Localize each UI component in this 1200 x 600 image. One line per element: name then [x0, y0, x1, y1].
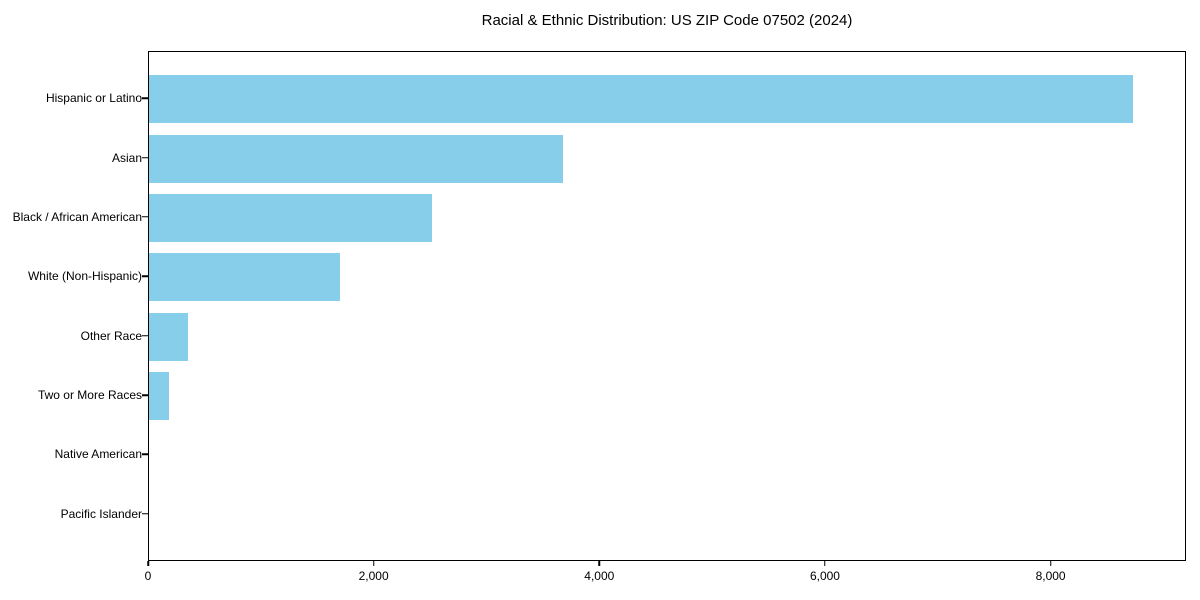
x-tick-mark	[1049, 561, 1052, 566]
y-tick-label: Pacific Islander	[60, 506, 142, 521]
y-tick-mark	[142, 334, 148, 337]
bars-layer	[149, 52, 1185, 560]
y-tick-label: Other Race	[80, 328, 142, 343]
plot-area	[148, 51, 1186, 561]
y-tick-mark	[142, 394, 148, 396]
y-tick-label: White (Non-Hispanic)	[27, 269, 142, 284]
x-tick-label: 4,000	[584, 569, 615, 583]
x-tick-mark	[147, 561, 149, 566]
x-tick-label: 8,000	[1035, 569, 1066, 583]
y-tick-label: Native American	[54, 447, 142, 462]
y-tick-label: Asian	[111, 150, 142, 165]
chart-title: Racial & Ethnic Distribution: US ZIP Cod…	[481, 12, 853, 29]
bar	[149, 75, 1134, 124]
bar	[149, 372, 170, 421]
y-tick-mark	[142, 453, 148, 456]
y-tick-label: Black / African American	[12, 209, 142, 224]
bar	[149, 253, 341, 302]
x-tick-mark	[598, 561, 601, 566]
y-tick-label: Hispanic or Latino	[45, 91, 142, 106]
y-tick-mark	[142, 97, 148, 99]
y-tick-mark	[142, 513, 148, 515]
x-tick-mark	[824, 561, 826, 566]
x-tick-label: 6,000	[809, 569, 840, 583]
y-tick-label: Two or More Races	[37, 388, 142, 403]
x-tick-mark	[372, 561, 375, 566]
y-tick-mark	[142, 275, 148, 278]
y-tick-mark	[142, 156, 148, 159]
y-tick-mark	[142, 216, 148, 218]
bar	[149, 193, 432, 242]
bar	[149, 312, 189, 361]
x-tick-label: 2,000	[358, 569, 389, 583]
bar	[149, 134, 564, 183]
x-tick-label: 0	[144, 569, 152, 583]
